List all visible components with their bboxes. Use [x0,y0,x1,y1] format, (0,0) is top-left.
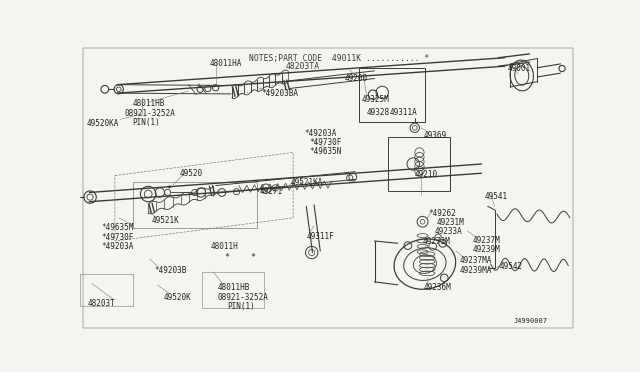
Text: PIN(1): PIN(1) [132,118,161,127]
Text: 08921-3252A: 08921-3252A [124,109,175,118]
Text: *49730F: *49730F [102,232,134,241]
Text: *49262: *49262 [429,209,456,218]
Text: 48203TA: 48203TA [285,62,319,71]
Text: 08921-3252A: 08921-3252A [218,293,269,302]
Text: 48011HB: 48011HB [218,283,250,292]
Text: 48011HB: 48011HB [132,99,165,108]
Text: 49521KA: 49521KA [291,178,323,187]
Text: 49236M: 49236M [424,283,452,292]
Text: *: * [250,253,255,262]
Text: *: * [167,185,172,194]
Text: 49200: 49200 [345,74,368,83]
Text: *49635M: *49635M [102,223,134,232]
Text: 48011HA: 48011HA [209,58,242,67]
Text: 49369: 49369 [423,131,447,140]
Bar [132,182,257,228]
Text: 49001: 49001 [508,64,531,73]
Text: *49635N: *49635N [309,147,342,156]
Text: PIN(1): PIN(1) [227,302,255,311]
Text: 49233A: 49233A [435,227,463,236]
Text: 49541: 49541 [484,192,508,202]
Text: 49328: 49328 [367,108,390,117]
Text: 49273M: 49273M [422,237,451,246]
Ellipse shape [394,239,456,289]
Text: *49203A: *49203A [102,242,134,251]
Text: 49210: 49210 [415,170,438,179]
Text: 48203T: 48203T [88,299,115,308]
Text: *: * [224,253,229,262]
Bar [359,68,425,122]
Text: NOTES;PART CODE  49011K ........... *: NOTES;PART CODE 49011K ........... * [249,54,429,63]
Text: 49521K: 49521K [151,216,179,225]
Text: 49231M: 49231M [436,218,464,227]
Text: 49311A: 49311A [390,108,418,117]
Text: 49237M: 49237M [472,235,500,245]
Text: *49730F: *49730F [309,138,342,147]
Text: 48011H: 48011H [210,242,238,251]
Text: 49311F: 49311F [307,232,334,241]
Text: 49520: 49520 [179,169,202,179]
Text: *49203A: *49203A [305,129,337,138]
Text: 49520K: 49520K [164,293,191,302]
Text: 49237MA: 49237MA [460,256,492,265]
Text: 49239MA: 49239MA [460,266,492,275]
Text: 49271: 49271 [260,187,283,196]
Text: J4990007: J4990007 [514,318,548,324]
Bar [388,137,451,191]
Text: 49542: 49542 [500,262,523,271]
Text: *49203BA: *49203BA [261,89,298,98]
Text: 49239M: 49239M [472,245,500,254]
Text: *49203B: *49203B [154,266,187,275]
Text: 49325M: 49325M [362,95,390,104]
Text: 49520KA: 49520KA [86,119,118,128]
